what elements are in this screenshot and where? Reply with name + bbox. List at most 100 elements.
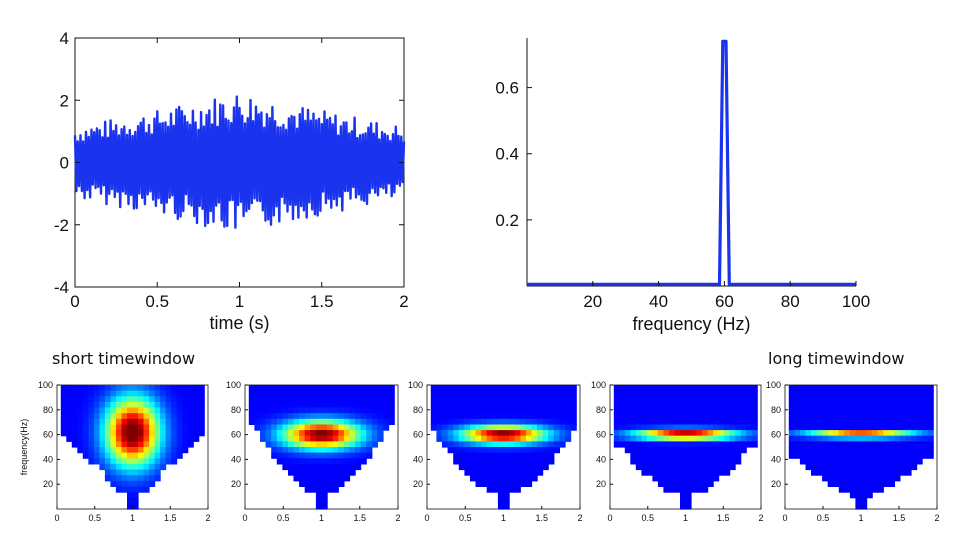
tf-cell	[548, 458, 555, 465]
tf-cell	[877, 401, 884, 409]
tf-cell	[674, 469, 681, 476]
tf-cell	[849, 435, 857, 442]
tf-cell	[916, 441, 923, 448]
tf-cell	[624, 418, 631, 425]
tf-cell	[349, 401, 356, 409]
tf-cell	[525, 413, 533, 420]
tf-cell	[922, 401, 929, 409]
tf-cell	[503, 492, 510, 499]
tf-cell	[475, 424, 482, 431]
tf-cell	[849, 430, 857, 437]
tf-cell	[121, 486, 128, 493]
tf-cell	[674, 401, 681, 409]
time-xlabel: time (s)	[210, 313, 270, 333]
tf-cell	[531, 475, 538, 482]
tf-cell	[321, 441, 328, 448]
tf-cell	[746, 390, 753, 397]
tf-cell	[861, 458, 868, 465]
tf-cell	[844, 447, 851, 454]
tf-cell	[916, 430, 923, 437]
tf-cell	[646, 435, 653, 442]
tf-cell	[899, 390, 907, 397]
tf-cell	[447, 430, 454, 437]
tf-cell	[464, 435, 471, 442]
tf-cell	[696, 469, 703, 476]
tf-cell	[503, 452, 510, 459]
tf-cell	[668, 435, 675, 442]
tf-cell	[805, 452, 812, 459]
tf-cell	[293, 447, 300, 454]
tf-cell	[641, 390, 648, 397]
tf-cell	[691, 469, 698, 476]
tf-cell	[735, 441, 742, 448]
tf-cell	[866, 401, 873, 409]
tf-cell	[71, 441, 78, 448]
tf-cell	[115, 430, 122, 437]
tf-cell	[691, 480, 698, 487]
tf-cell	[332, 458, 339, 465]
tf-cell	[548, 447, 555, 454]
tf-cell	[349, 452, 356, 459]
tf-cell	[276, 452, 283, 459]
time-ytick-label: 4	[60, 29, 69, 48]
tf-cell	[497, 435, 505, 442]
tf-cell	[718, 407, 725, 414]
tf-cell	[565, 413, 572, 420]
tf-cell	[872, 385, 879, 392]
tf-cell	[707, 390, 714, 397]
tf-cell	[88, 385, 95, 392]
tf-cell	[293, 441, 300, 448]
tf-cell	[66, 435, 73, 442]
tf-cell	[492, 463, 499, 471]
time-xtick-label: 2	[399, 292, 408, 311]
tf-cell	[458, 401, 465, 409]
tf-cell	[861, 413, 868, 420]
tf-cell	[740, 441, 747, 448]
tf-cell	[713, 407, 720, 414]
tf-cell	[304, 390, 311, 397]
tf-cell	[514, 458, 521, 465]
tf-cell	[99, 458, 106, 465]
tf-cell	[811, 469, 818, 476]
tf-cell	[702, 396, 709, 403]
tf-cell	[624, 385, 631, 392]
tf-cell	[613, 407, 620, 414]
tf-cell	[310, 396, 317, 403]
tf-ytick-label: 60	[596, 430, 606, 440]
tf-cell	[377, 430, 384, 437]
tf-cell	[514, 475, 521, 482]
tf-cell	[613, 385, 620, 392]
tf-cell	[652, 469, 659, 476]
tf-cell	[861, 424, 868, 431]
tf-cell	[799, 413, 807, 420]
tf-cell	[740, 396, 747, 403]
tf-cell	[366, 413, 373, 420]
tf-cell	[911, 385, 918, 392]
tf-cell	[740, 407, 747, 414]
tf-cell	[657, 463, 664, 471]
tf-cell	[486, 435, 493, 442]
tf-cell	[486, 401, 493, 409]
tf-cell	[60, 390, 67, 397]
tf-cell	[453, 447, 460, 454]
tf-cell	[866, 385, 873, 392]
tf-cell	[816, 430, 823, 437]
tf-cell	[310, 390, 317, 397]
tf-cell	[121, 385, 128, 392]
tf-cell	[442, 390, 449, 397]
tf-ytick-label: 60	[771, 430, 781, 440]
tf-cell	[635, 430, 642, 437]
tf-cell	[872, 463, 879, 471]
tf-cell	[355, 401, 362, 409]
tf-cell	[115, 424, 122, 431]
tf-cell	[553, 430, 560, 437]
tf-cell	[442, 418, 449, 425]
tf-cell	[127, 390, 134, 397]
tf-cell	[77, 447, 84, 454]
tf-cell	[872, 469, 879, 476]
tf-cell	[138, 441, 145, 448]
tf-cell	[127, 486, 134, 493]
tf-cell	[657, 413, 664, 420]
tf-cell	[680, 396, 687, 403]
